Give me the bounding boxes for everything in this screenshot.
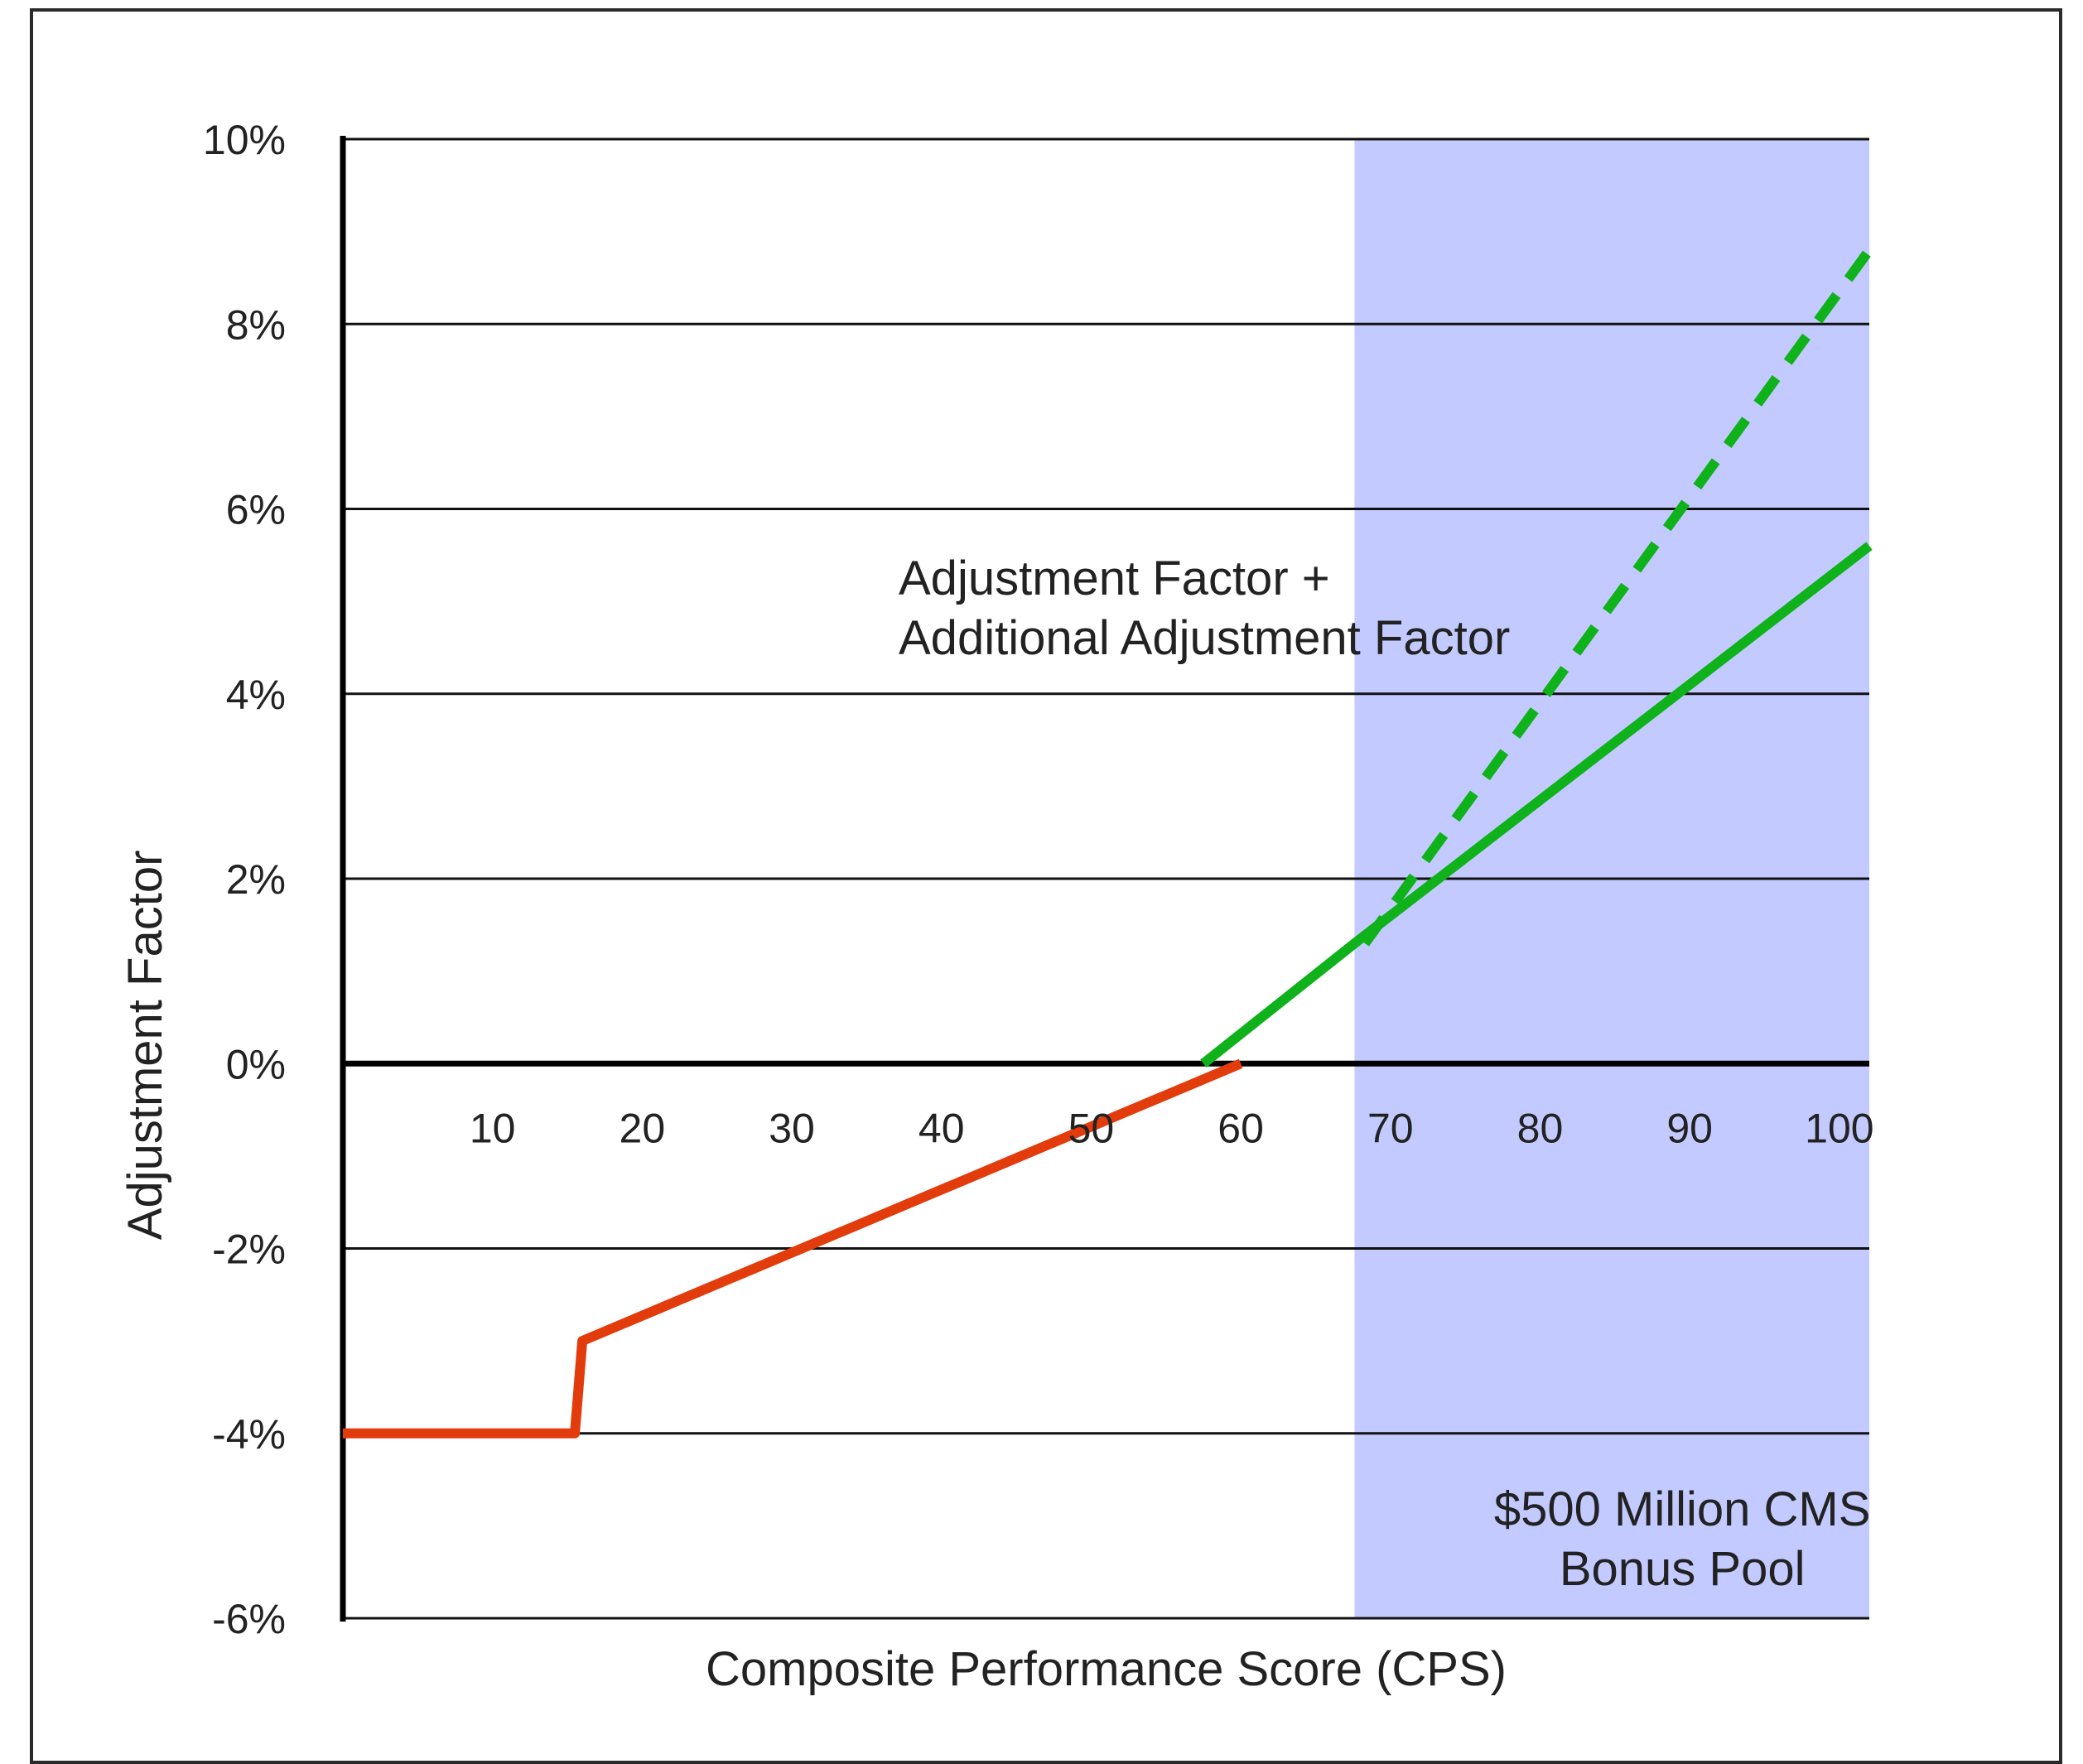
x-tick-label: 90 <box>1666 1105 1713 1151</box>
x-axis-title: Composite Performance Score (CPS) <box>706 1642 1507 1696</box>
bonus-pool-label: Bonus Pool <box>1560 1542 1806 1596</box>
y-tick-label: 6% <box>226 487 286 533</box>
y-tick-label: 2% <box>226 856 286 903</box>
x-tick-label: 50 <box>1068 1105 1115 1151</box>
y-tick-label: 4% <box>226 672 286 718</box>
bonus-pool-label: $500 Million CMS <box>1494 1482 1871 1536</box>
y-tick-label: -6% <box>212 1596 286 1642</box>
x-tick-label: 80 <box>1517 1105 1564 1151</box>
x-tick-label: 100 <box>1805 1105 1873 1151</box>
y-tick-label: 8% <box>226 301 286 348</box>
annotation-line: Adjustment Factor + <box>899 552 1330 605</box>
x-tick-label: 30 <box>769 1105 815 1151</box>
y-tick-label: 10% <box>203 117 286 163</box>
y-tick-label: -2% <box>212 1227 286 1273</box>
y-tick-label: 0% <box>226 1041 286 1087</box>
x-tick-label: 10 <box>470 1105 516 1151</box>
y-tick-label: -4% <box>212 1411 286 1458</box>
x-tick-label: 20 <box>620 1105 666 1151</box>
x-tick-label: 40 <box>919 1105 965 1151</box>
annotation-line: Additional Adjustment Factor <box>899 611 1510 665</box>
x-tick-label: 70 <box>1367 1105 1414 1151</box>
x-tick-label: 60 <box>1217 1105 1264 1151</box>
y-axis-title: Adjustment Factor <box>118 851 172 1241</box>
